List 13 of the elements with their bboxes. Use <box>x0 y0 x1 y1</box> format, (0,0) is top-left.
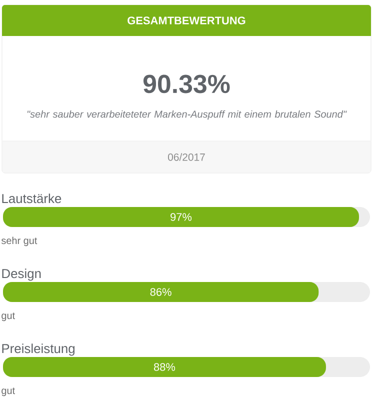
chart-title: GESAMTBEWERTUNG <box>128 16 246 24</box>
data-label: 88% <box>154 363 176 371</box>
annotation: sehr gut <box>1 236 38 246</box>
data-label: 97% <box>170 213 192 221</box>
text: 06/2017 <box>168 153 205 161</box>
y-tick-label: Design <box>2 268 41 281</box>
y-tick-label: Lautstärke <box>2 194 62 204</box>
data-label: 86% <box>150 288 172 296</box>
y-tick-label: Preisleistung <box>2 344 75 356</box>
annotation: gut <box>2 312 15 322</box>
annotation: gut <box>2 388 15 396</box>
text: "sehr sauber verarbeiteteter Marken-Auspuff mit einem brutalen Sound" <box>27 110 347 120</box>
chart-subtitle: 90.33% <box>143 74 230 94</box>
